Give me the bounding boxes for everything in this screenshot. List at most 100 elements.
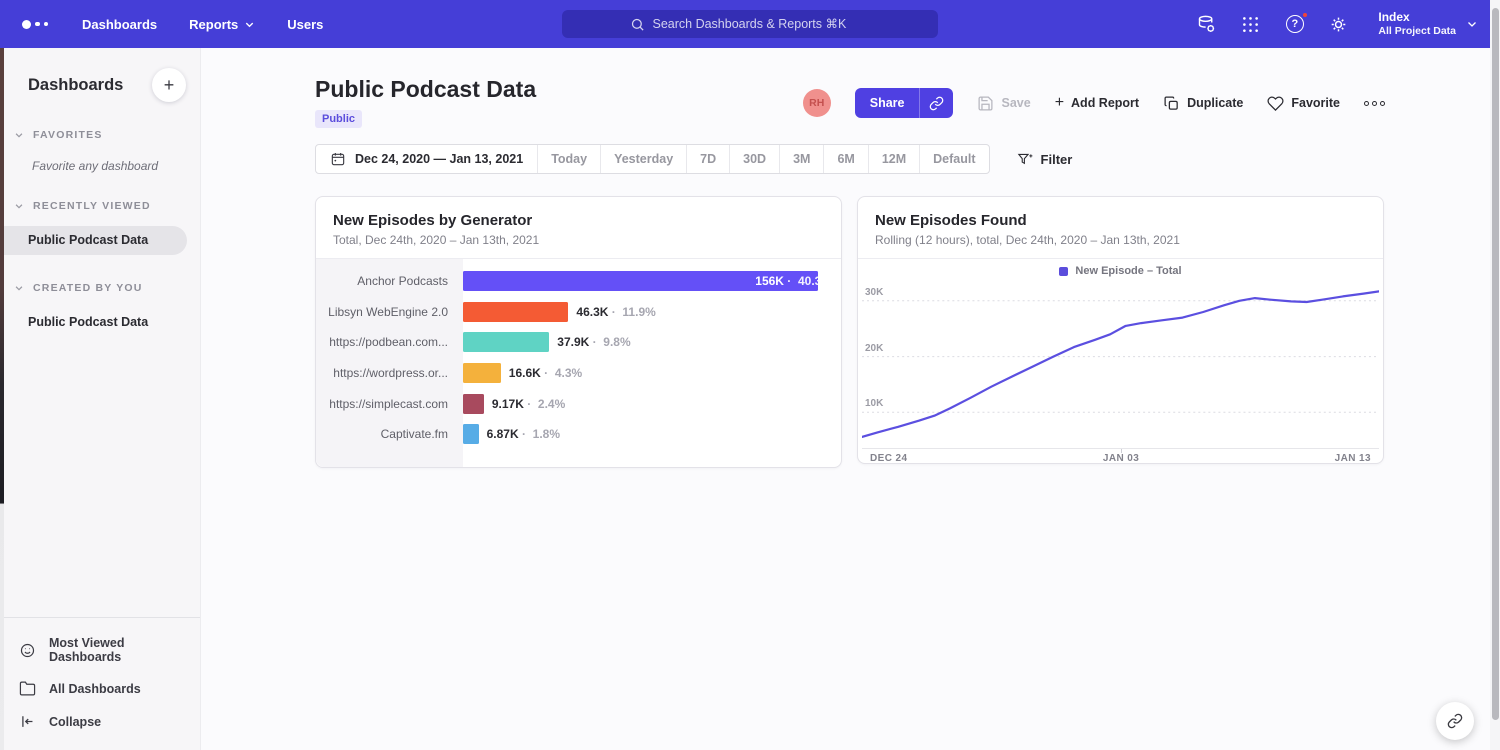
sidebar-footer: Most Viewed Dashboards All Dashboards Co… bbox=[4, 617, 200, 750]
global-search[interactable] bbox=[562, 10, 938, 38]
favorites-empty-hint: Favorite any dashboard bbox=[32, 159, 159, 173]
page-title: Public Podcast Data bbox=[315, 76, 537, 102]
filter-button[interactable]: Filter bbox=[1017, 151, 1072, 167]
date-range-picker[interactable]: Dec 24, 2020 — Jan 13, 2021 bbox=[316, 145, 537, 173]
notification-dot bbox=[1301, 10, 1310, 19]
sidebar-item-public-podcast-data-created[interactable]: Public Podcast Data bbox=[28, 315, 149, 329]
line-chart: New Episode – Total 10K 20K 30K DEC 24 J… bbox=[858, 259, 1383, 465]
scrollbar-thumb[interactable] bbox=[1491, 8, 1499, 720]
apps-grid-icon[interactable] bbox=[1240, 14, 1261, 35]
project-name: Index bbox=[1378, 10, 1410, 24]
preset-30d[interactable]: 30D bbox=[729, 145, 779, 173]
preset-today[interactable]: Today bbox=[537, 145, 600, 173]
preset-7d[interactable]: 7D bbox=[686, 145, 729, 173]
line-plot-area[interactable]: 10K 20K 30K bbox=[862, 283, 1379, 448]
x-tick-label: DEC 24 bbox=[870, 453, 908, 464]
avatar[interactable]: RH bbox=[802, 89, 831, 117]
data-management-icon[interactable] bbox=[1196, 14, 1217, 35]
floating-copy-link-button[interactable] bbox=[1436, 702, 1474, 740]
preset-yesterday[interactable]: Yesterday bbox=[600, 145, 686, 173]
collapse-sidebar-button[interactable]: Collapse bbox=[4, 705, 200, 738]
duplicate-button[interactable]: Duplicate bbox=[1163, 95, 1243, 112]
card-subtitle: Rolling (12 hours), total, Dec 24th, 202… bbox=[875, 233, 1180, 247]
nav-item-reports[interactable]: Reports bbox=[189, 17, 255, 32]
bar-row[interactable]: https://podbean.com... 37.9K9.8% bbox=[316, 327, 841, 358]
smiley-icon bbox=[20, 643, 35, 657]
bar-row[interactable]: Libsyn WebEngine 2.0 46.3K11.9% bbox=[316, 297, 841, 328]
chevron-down-icon bbox=[246, 22, 254, 27]
legend-label: New Episode – Total bbox=[1075, 265, 1182, 277]
project-switcher[interactable]: Index All Project Data bbox=[1378, 10, 1478, 38]
all-dashboards-button[interactable]: All Dashboards bbox=[4, 672, 200, 705]
collapse-icon bbox=[22, 716, 33, 727]
primary-nav: Dashboards Reports Users bbox=[82, 17, 323, 32]
most-viewed-dashboards-button[interactable]: Most Viewed Dashboards bbox=[4, 628, 200, 672]
nav-item-users[interactable]: Users bbox=[287, 16, 324, 32]
bar-row[interactable]: https://simplecast.com 9.17K2.4% bbox=[316, 388, 841, 419]
sidebar-item-public-podcast-data-recent[interactable]: Public Podcast Data bbox=[4, 226, 187, 255]
link-icon bbox=[930, 96, 944, 110]
x-tick-label: JAN 13 bbox=[1334, 453, 1371, 464]
bar-row[interactable]: https://wordpress.or... 16.6K4.3% bbox=[316, 358, 841, 389]
bar-chart: Anchor Podcasts 156K40.3% Libsyn WebEngi… bbox=[316, 259, 841, 467]
sidebar-title: Dashboards bbox=[28, 75, 124, 94]
card-new-episodes-found: New Episodes Found Rolling (12 hours), t… bbox=[857, 196, 1384, 464]
page-scrollbar[interactable] bbox=[1490, 0, 1500, 750]
y-tick-label: 30K bbox=[865, 286, 884, 298]
project-subtitle: All Project Data bbox=[1378, 25, 1456, 37]
save-icon bbox=[978, 95, 993, 111]
filter-funnel-icon bbox=[1017, 153, 1032, 165]
bar-fill bbox=[463, 363, 501, 384]
x-tick-label: JAN 03 bbox=[1102, 453, 1140, 464]
heart-icon bbox=[1267, 95, 1284, 111]
dashboards-sidebar: Dashboards + FAVORITES Favorite any dash… bbox=[4, 48, 201, 750]
legend-swatch bbox=[1059, 266, 1069, 276]
settings-gear-icon[interactable] bbox=[1328, 14, 1349, 35]
add-dashboard-button[interactable]: + bbox=[152, 68, 186, 102]
section-recently-viewed[interactable]: RECENTLY VIEWED bbox=[4, 200, 200, 212]
more-options-button[interactable] bbox=[1364, 100, 1385, 106]
background-window-sliver bbox=[0, 48, 4, 750]
nav-utilities: ? Index All Project Data bbox=[1196, 10, 1478, 38]
y-tick-label: 20K bbox=[865, 342, 884, 354]
copy-link-button[interactable] bbox=[919, 88, 953, 118]
card-title: New Episodes by Generator bbox=[333, 212, 533, 229]
help-icon[interactable]: ? bbox=[1284, 10, 1310, 35]
public-badge: Public bbox=[315, 110, 363, 128]
bar-fill bbox=[463, 393, 484, 414]
favorite-button[interactable]: Favorite bbox=[1267, 95, 1340, 112]
save-button[interactable]: Save bbox=[977, 95, 1031, 112]
search-input[interactable] bbox=[652, 17, 871, 31]
calendar-icon bbox=[331, 153, 345, 166]
date-range-group: Dec 24, 2020 — Jan 13, 2021 Today Yester… bbox=[315, 144, 990, 174]
main-content: Public Podcast Data Public RH Share Save… bbox=[201, 48, 1490, 750]
preset-6m[interactable]: 6M bbox=[823, 145, 867, 173]
chevron-down-icon bbox=[15, 286, 23, 291]
chevron-down-icon bbox=[15, 204, 23, 209]
bar-fill bbox=[463, 424, 479, 445]
preset-12m[interactable]: 12M bbox=[867, 145, 919, 173]
bar-fill bbox=[463, 271, 819, 292]
preset-default[interactable]: Default bbox=[919, 145, 988, 173]
bar-row[interactable]: Anchor Podcasts 156K40.3% bbox=[316, 266, 841, 297]
share-button[interactable]: Share bbox=[854, 88, 954, 118]
chevron-down-icon bbox=[15, 133, 23, 138]
y-tick-label: 10K bbox=[865, 398, 884, 410]
bar-fill bbox=[463, 332, 550, 353]
section-favorites[interactable]: FAVORITES bbox=[4, 129, 200, 141]
card-subtitle: Total, Dec 24th, 2020 – Jan 13th, 2021 bbox=[333, 233, 540, 247]
header-actions: RH Share Save + Add Report Dup bbox=[802, 88, 1385, 118]
add-report-button[interactable]: + Add Report bbox=[1054, 94, 1140, 111]
chevron-down-icon bbox=[1468, 22, 1476, 27]
section-created-by-you[interactable]: CREATED BY YOU bbox=[4, 282, 200, 294]
date-toolbar: Dec 24, 2020 — Jan 13, 2021 Today Yester… bbox=[315, 144, 1385, 174]
folder-icon bbox=[19, 681, 36, 696]
bar-fill bbox=[463, 301, 569, 322]
card-new-episodes-by-generator: New Episodes by Generator Total, Dec 24t… bbox=[315, 196, 842, 468]
nav-item-dashboards[interactable]: Dashboards bbox=[82, 16, 158, 32]
plus-icon: + bbox=[1054, 94, 1065, 111]
bar-row[interactable]: Captivate.fm 6.87K1.8% bbox=[316, 419, 841, 450]
mixpanel-logo-icon[interactable] bbox=[22, 19, 48, 29]
chart-legend[interactable]: New Episode – Total bbox=[858, 259, 1383, 283]
preset-3m[interactable]: 3M bbox=[779, 145, 823, 173]
